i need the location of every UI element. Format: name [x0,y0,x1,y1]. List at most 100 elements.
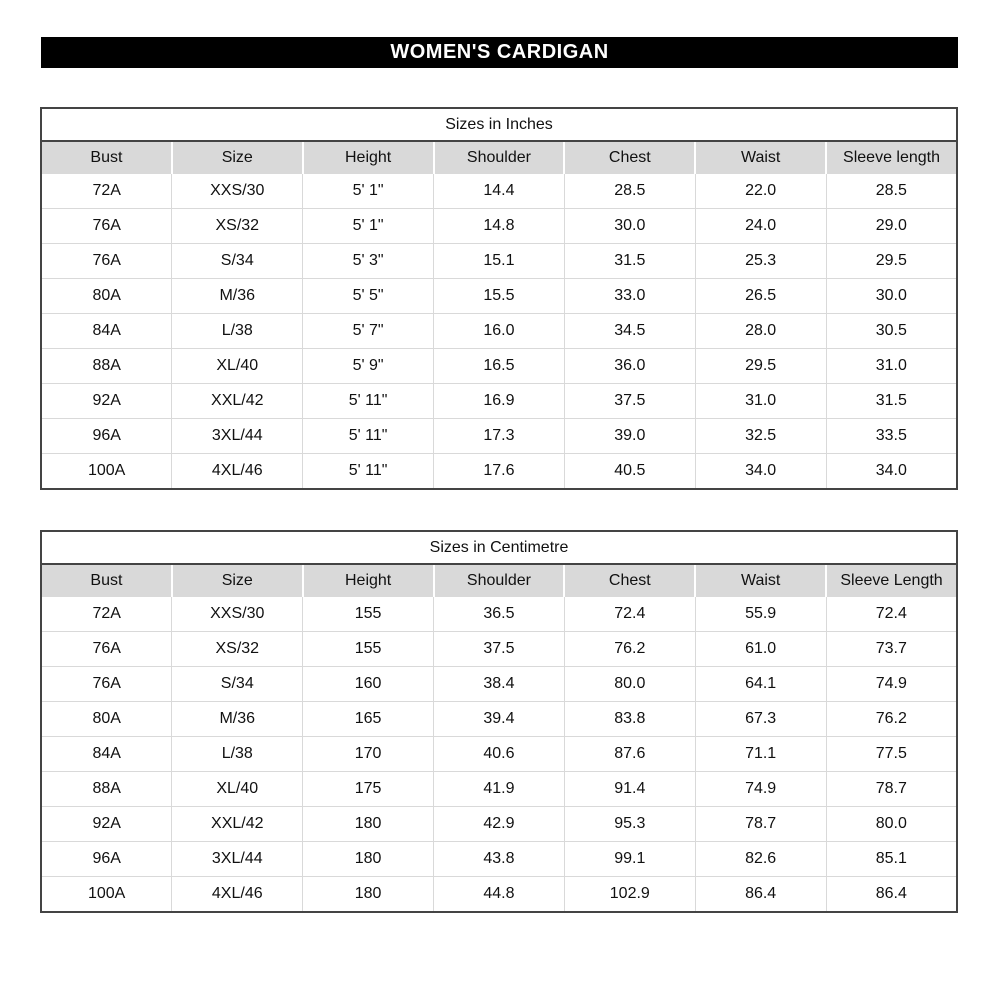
sizes-in-inches-table: Sizes in Inches Bust Size Height Shoulder Che… [40,107,958,490]
table-cell: 39.4 [433,701,565,737]
table-title: Sizes in Inches [41,108,957,142]
table-cell: 41.9 [433,771,565,807]
table-row: 84A L/38 5' 7" 16.0 34.5 28.0 30.5 [41,313,957,349]
table-row: 96A 3XL/44 180 43.8 99.1 82.6 85.1 [41,841,957,877]
table-row: 76A XS/32 155 37.5 76.2 61.0 73.7 [41,631,957,667]
table-cell: 80.0 [563,666,696,702]
table-cell: 29.5 [694,348,827,384]
table-cell: 96A [41,841,172,877]
table-cell: 31.5 [563,243,696,279]
table-cell: 5' 11" [302,453,434,490]
table-cell: 37.5 [433,631,565,667]
table-cell: 32.5 [694,418,827,454]
table-cell: 36.5 [433,597,565,632]
column-header-height: Height [301,564,434,597]
column-header-sleeve-length: Sleeve length [825,141,957,174]
table-cell: 155 [302,631,434,667]
table-row: 80A M/36 5' 5" 15.5 33.0 26.5 30.0 [41,278,957,314]
table-cell: XXL/42 [171,383,303,419]
table-cell: L/38 [171,736,303,772]
table-cell: 74.9 [694,771,827,807]
table-cell: 33.5 [825,418,957,454]
table-cell: 22.0 [694,174,827,209]
table-cell: 40.5 [563,453,696,490]
table-cell: 5' 1" [302,174,434,209]
column-header-bust: Bust [41,564,172,597]
table-cell: 17.6 [433,453,565,490]
table-cell: 42.9 [433,806,565,842]
table-cell: 76A [41,631,172,667]
table-cell: 25.3 [694,243,827,279]
table-cell: 31.0 [825,348,957,384]
table-row: 88A XL/40 5' 9" 16.5 36.0 29.5 31.0 [41,348,957,384]
table-cell: 30.0 [825,278,957,314]
table-cell: 31.5 [825,383,957,419]
table-cell: 4XL/46 [171,876,303,913]
table-cell: 38.4 [433,666,565,702]
table-cell: 87.6 [563,736,696,772]
table-cell: 92A [41,806,172,842]
table-row: 100A 4XL/46 5' 11" 17.6 40.5 34.0 34.0 [41,453,957,490]
table-cell: 30.5 [825,313,957,349]
table-cell: 72A [41,597,172,632]
table-cell: 72.4 [825,597,957,632]
table-cell: 3XL/44 [171,841,303,877]
column-header-height: Height [301,141,434,174]
table-cell: 39.0 [563,418,696,454]
table-cell: 170 [302,736,434,772]
table-title-row: Sizes in Centimetre [41,531,957,565]
table-cell: 16.9 [433,383,565,419]
table-cell: 5' 7" [302,313,434,349]
table-cell: 36.0 [563,348,696,384]
table-cell: 96A [41,418,172,454]
table-cell: 5' 11" [302,418,434,454]
column-header-shoulder: Shoulder [432,564,565,597]
table-cell: 34.0 [694,453,827,490]
table-cell: 28.0 [694,313,827,349]
table-cell: 175 [302,771,434,807]
table-row: 84A L/38 170 40.6 87.6 71.1 77.5 [41,736,957,772]
table-cell: XL/40 [171,348,303,384]
sizes-in-centimetre-table-body: Sizes in Centimetre Bust Size Height Shoulde… [41,531,957,913]
column-header-bust: Bust [41,141,172,174]
table-cell: 102.9 [563,876,696,913]
table-title-row: Sizes in Inches [41,108,957,142]
table-cell: 5' 5" [302,278,434,314]
table-cell: 30.0 [563,208,696,244]
table-cell: 34.0 [825,453,957,490]
table-cell: 64.1 [694,666,827,702]
table-row: 76A S/34 5' 3" 15.1 31.5 25.3 29.5 [41,243,957,279]
table-cell: 3XL/44 [171,418,303,454]
table-cell: 100A [41,876,172,913]
column-header-row: Bust Size Height Shoulder Chest Waist Sleeve L… [41,564,957,597]
table-cell: 16.0 [433,313,565,349]
table-cell: L/38 [171,313,303,349]
table-row: 100A 4XL/46 180 44.8 102.9 86.4 86.4 [41,876,957,913]
table-cell: 15.5 [433,278,565,314]
column-header-size: Size [170,564,303,597]
table-row: 80A M/36 165 39.4 83.8 67.3 76.2 [41,701,957,737]
table-cell: 17.3 [433,418,565,454]
table-cell: 28.5 [563,174,696,209]
table-cell: 76.2 [825,701,957,737]
table-cell: 34.5 [563,313,696,349]
table-cell: 77.5 [825,736,957,772]
table-cell: 100A [41,453,172,490]
table-cell: 73.7 [825,631,957,667]
table-cell: 84A [41,313,172,349]
table-cell: 43.8 [433,841,565,877]
table-cell: 83.8 [563,701,696,737]
table-cell: 85.1 [825,841,957,877]
column-header-shoulder: Shoulder [432,141,565,174]
table-row: 72A XXS/30 5' 1" 14.4 28.5 22.0 28.5 [41,174,957,209]
column-header-waist: Waist [694,564,827,597]
table-cell: 88A [41,771,172,807]
table-cell: 78.7 [825,771,957,807]
sizes-in-centimetre-table: Sizes in Centimetre Bust Size Height Shoulde… [40,530,958,913]
table-row: 76A XS/32 5' 1" 14.8 30.0 24.0 29.0 [41,208,957,244]
page-title: WOMEN'S CARDIGAN [390,41,609,63]
table-cell: 76A [41,666,172,702]
table-cell: 180 [302,841,434,877]
table-cell: 40.6 [433,736,565,772]
